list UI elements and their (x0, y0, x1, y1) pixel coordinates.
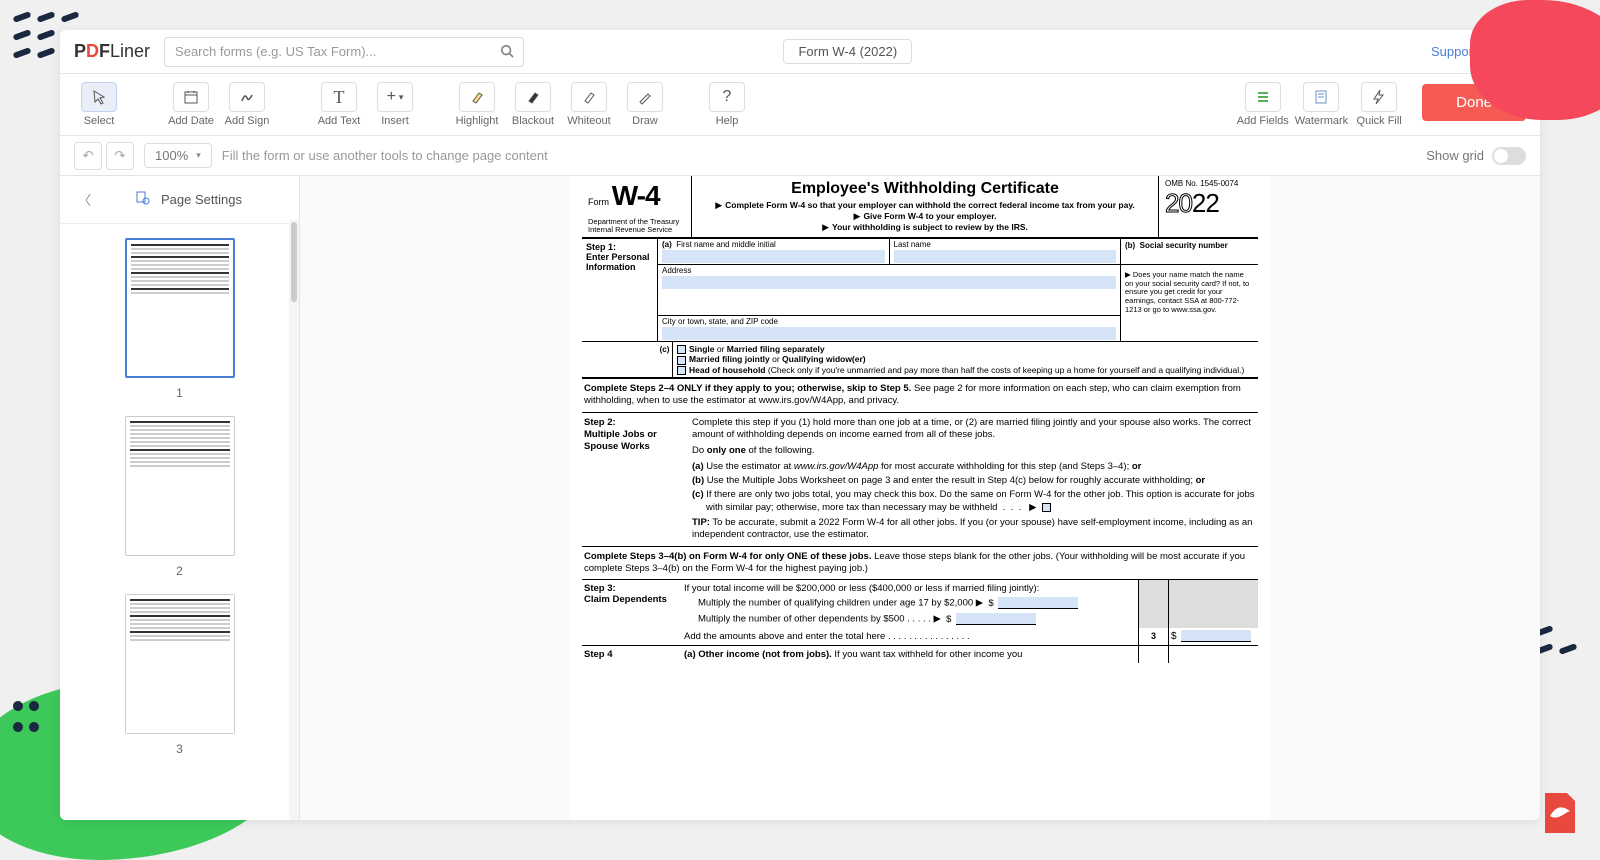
filing-option: Head of household (Check only if you're … (689, 365, 1244, 375)
step3-add: Add the amounts above and enter the tota… (682, 628, 1138, 645)
decoration-dashes (10, 698, 42, 740)
show-grid-toggle[interactable]: Show grid (1426, 147, 1526, 165)
add-sign-tool[interactable]: Add Sign (222, 82, 272, 127)
pdf-adobe-icon (1535, 788, 1585, 850)
thumbnail-page-3[interactable] (125, 594, 235, 734)
form-year: 2022 (1165, 188, 1252, 219)
address-label: Address (662, 266, 691, 275)
step3-other: Multiply the number of other dependents … (698, 614, 941, 625)
step2-checkbox[interactable] (1042, 503, 1051, 512)
step4-a-text: (a) Other income (not from jobs). If you… (682, 646, 1138, 663)
toolbar: Select Add Date Add Sign TAdd Text +Inse… (60, 74, 1540, 136)
step3-children: Multiply the number of qualifying childr… (698, 598, 983, 609)
whiteout-tool[interactable]: Whiteout (564, 82, 614, 127)
blackout-tool[interactable]: Blackout (508, 82, 558, 127)
thumbnail-page-2[interactable] (125, 416, 235, 556)
city-input[interactable] (662, 327, 1116, 340)
field-c-label: (c) (657, 342, 673, 377)
thumb-label: 3 (90, 742, 269, 756)
city-label: City or town, state, and ZIP code (662, 317, 778, 326)
thumbnail-page-1[interactable] (125, 238, 235, 378)
watermark-tool[interactable]: Watermark (1295, 82, 1348, 127)
filing-option: Single or Married filing separately (689, 344, 825, 354)
highlight-tool[interactable]: Highlight (452, 82, 502, 127)
search-icon[interactable] (500, 44, 514, 61)
first-name-input[interactable] (662, 250, 885, 263)
form-subtitle: Your withholding is subject to review by… (832, 222, 1028, 232)
app-window: PDFLiner Form W-4 (2022) Support Log in … (60, 30, 1540, 820)
step3-line-num: 3 (1138, 628, 1168, 645)
secondary-bar: ↶ ↷ 100% Fill the form or use another to… (60, 136, 1540, 176)
last-name-input[interactable] (894, 250, 1117, 263)
form-subtitle: Complete Form W-4 so that your employer … (725, 200, 1135, 210)
zoom-select[interactable]: 100% (144, 143, 212, 168)
step3-total-input[interactable] (1181, 630, 1251, 642)
step4-label: Step 4 (582, 646, 682, 663)
sidebar-header: 〈 Page Settings (60, 176, 299, 224)
add-date-tool[interactable]: Add Date (166, 82, 216, 127)
step1-label: Step 1:Enter Personal Information (582, 239, 657, 341)
page-settings-icon (135, 190, 151, 209)
search-container (164, 37, 524, 67)
document-viewport[interactable]: Form W-4 Department of the TreasuryInter… (300, 176, 1540, 820)
undo-button[interactable]: ↶ (74, 142, 102, 170)
topbar: PDFLiner Form W-4 (2022) Support Log in (60, 30, 1540, 74)
form-number: W-4 (612, 180, 660, 211)
search-input[interactable] (164, 37, 524, 67)
step2-section: Step 2:Multiple Jobs or Spouse Works Com… (582, 413, 1258, 547)
thumb-label: 2 (90, 564, 269, 578)
step3-other-input[interactable] (956, 613, 1036, 625)
step3-children-input[interactable] (998, 597, 1078, 609)
last-name-label: Last name (894, 240, 931, 249)
page-settings-label[interactable]: Page Settings (161, 192, 242, 207)
address-input[interactable] (662, 276, 1116, 289)
draw-tool[interactable]: Draw (620, 82, 670, 127)
first-name-label: First name and middle initial (676, 240, 776, 249)
add-text-tool[interactable]: TAdd Text (314, 82, 364, 127)
help-tool[interactable]: ?Help (702, 82, 752, 127)
complete-34-text: Complete Steps 3–4(b) on Form W-4 for on… (582, 547, 1258, 581)
filing-option: Married filing jointly or Qualifying wid… (689, 354, 866, 364)
filing-married-checkbox[interactable] (677, 356, 686, 365)
insert-tool[interactable]: +Insert (370, 82, 420, 127)
sidebar: 〈 Page Settings 1 2 3 (60, 176, 300, 820)
ssn-label: Social security number (1140, 241, 1228, 250)
quick-fill-tool[interactable]: Quick Fill (1354, 82, 1404, 127)
form-page: Form W-4 Department of the TreasuryInter… (570, 176, 1270, 820)
decoration-blob (1470, 0, 1600, 120)
form-label: Form (588, 197, 609, 207)
omb-number: OMB No. 1545-0074 (1165, 179, 1252, 188)
back-chevron-icon[interactable]: 〈 (74, 186, 95, 213)
document-title: Form W-4 (2022) (783, 39, 912, 64)
filing-single-checkbox[interactable] (677, 345, 686, 354)
dept-text: Department of the TreasuryInternal Reven… (588, 218, 685, 235)
thumbnails: 1 2 3 (60, 224, 299, 820)
step3-label: Step 3:Claim Dependents (582, 580, 682, 628)
logo[interactable]: PDFLiner (74, 41, 150, 62)
select-tool[interactable]: Select (74, 82, 124, 127)
redo-button[interactable]: ↷ (106, 142, 134, 170)
filing-hoh-checkbox[interactable] (677, 366, 686, 375)
main-area: 〈 Page Settings 1 2 3 Form (60, 176, 1540, 820)
form-subtitle: Give Form W-4 to your employer. (863, 211, 996, 221)
form-title: Employee's Withholding Certificate (700, 180, 1150, 198)
step3-intro: If your total income will be $200,000 or… (684, 583, 1136, 594)
complete-24-text: Complete Steps 2–4 ONLY if they apply to… (582, 379, 1258, 413)
hint-text: Fill the form or use another tools to ch… (222, 148, 548, 163)
toggle-icon[interactable] (1492, 147, 1526, 165)
ssn-note: ▶ Does your name match the name on your … (1125, 271, 1254, 314)
sidebar-scrollbar[interactable] (289, 220, 299, 820)
thumb-label: 1 (90, 386, 269, 400)
add-fields-tool[interactable]: Add Fields (1237, 82, 1289, 127)
